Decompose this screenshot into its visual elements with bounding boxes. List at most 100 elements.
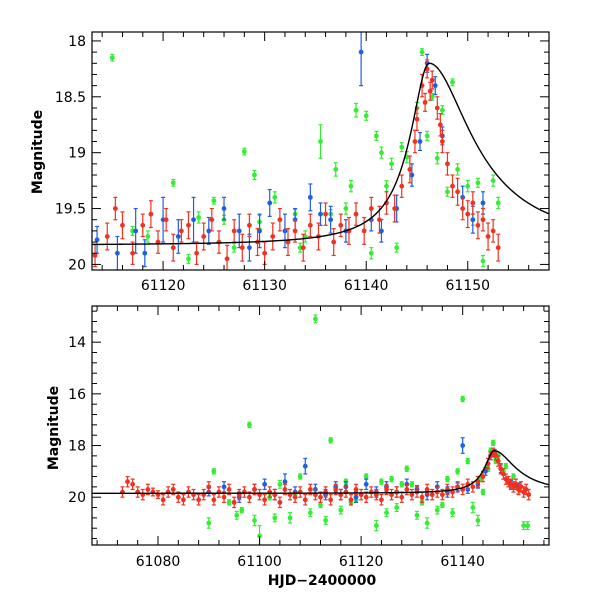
point-marker [331, 239, 337, 245]
point-marker [142, 250, 148, 256]
point-marker [292, 494, 298, 500]
data-point [437, 112, 443, 137]
point-marker [417, 139, 423, 144]
data-point [307, 213, 313, 238]
bottom-series-red [120, 447, 532, 509]
point-marker [434, 507, 440, 513]
point-marker [92, 253, 98, 258]
data-point [490, 174, 496, 187]
point-marker [399, 144, 405, 150]
data-point [439, 488, 445, 501]
y-tick-label: 14 [68, 335, 86, 351]
data-point [348, 180, 354, 193]
data-point [191, 196, 196, 243]
data-point [120, 486, 125, 498]
data-point [409, 481, 415, 488]
point-marker [394, 245, 400, 251]
point-marker [377, 217, 382, 223]
data-point [358, 32, 364, 87]
data-point [368, 247, 374, 260]
data-point [247, 233, 252, 262]
data-point [475, 177, 481, 188]
data-point [194, 241, 200, 266]
data-point [465, 200, 471, 229]
point-marker [206, 520, 212, 526]
data-point [114, 235, 120, 270]
point-marker [262, 250, 268, 256]
point-marker [429, 492, 435, 498]
point-marker [191, 217, 196, 223]
point-marker [206, 228, 212, 234]
point-marker [109, 55, 115, 61]
data-point [424, 517, 430, 529]
point-marker [412, 139, 418, 144]
point-marker [318, 211, 323, 217]
point-marker [252, 172, 257, 178]
x-tick-label: 61130 [242, 278, 287, 294]
data-point [434, 96, 440, 120]
point-marker [201, 234, 207, 239]
point-marker [389, 161, 394, 167]
data-point [399, 481, 405, 488]
point-marker [493, 453, 499, 459]
data-point [480, 207, 486, 232]
point-marker [226, 499, 232, 505]
point-marker [252, 487, 257, 492]
point-marker [186, 256, 191, 262]
x-tick-label: 61150 [445, 278, 490, 294]
data-point [498, 463, 504, 475]
x-tick-label: 61100 [237, 554, 282, 570]
point-marker [234, 512, 240, 518]
point-marker [363, 481, 369, 487]
data-point [465, 457, 471, 465]
data-point [120, 211, 125, 240]
point-marker [148, 211, 154, 217]
data-point [495, 233, 501, 262]
point-marker [434, 155, 440, 161]
data-point [211, 494, 217, 506]
point-marker [181, 497, 186, 503]
point-marker [257, 533, 262, 539]
point-marker [503, 463, 509, 469]
point-marker [247, 422, 252, 428]
data-point [155, 230, 161, 254]
data-point [262, 494, 268, 506]
data-point [414, 510, 420, 520]
point-marker [470, 505, 476, 510]
point-marker [483, 468, 488, 474]
bottom-panel: 61080 61100 61120 61140 14 16 18 20 [68, 305, 550, 570]
data-point [518, 481, 524, 493]
point-marker [358, 49, 364, 55]
point-marker [209, 217, 215, 223]
point-marker [379, 497, 384, 503]
point-marker [470, 217, 476, 223]
point-marker [307, 194, 313, 200]
data-point [196, 494, 202, 506]
top-plot-area [92, 32, 549, 270]
data-point [373, 130, 379, 141]
data-point [186, 211, 191, 240]
point-marker [450, 510, 455, 516]
point-marker [429, 94, 435, 100]
point-marker [450, 183, 455, 189]
top-series-blue [94, 32, 486, 270]
point-marker [282, 479, 288, 485]
point-marker [170, 245, 176, 251]
point-marker [175, 494, 181, 500]
data-point [104, 222, 110, 251]
data-point [125, 475, 130, 488]
point-marker [498, 466, 504, 472]
data-point [399, 174, 405, 198]
data-point [155, 490, 161, 500]
point-marker [231, 228, 237, 234]
point-marker [368, 250, 374, 256]
point-marker [104, 234, 110, 239]
point-marker [231, 245, 237, 251]
point-marker [363, 494, 369, 500]
point-marker [432, 83, 438, 89]
y-tick-label: 19 [68, 146, 86, 162]
point-marker [267, 200, 273, 206]
point-marker [333, 487, 339, 492]
point-marker [455, 167, 460, 172]
data-point [363, 491, 369, 503]
